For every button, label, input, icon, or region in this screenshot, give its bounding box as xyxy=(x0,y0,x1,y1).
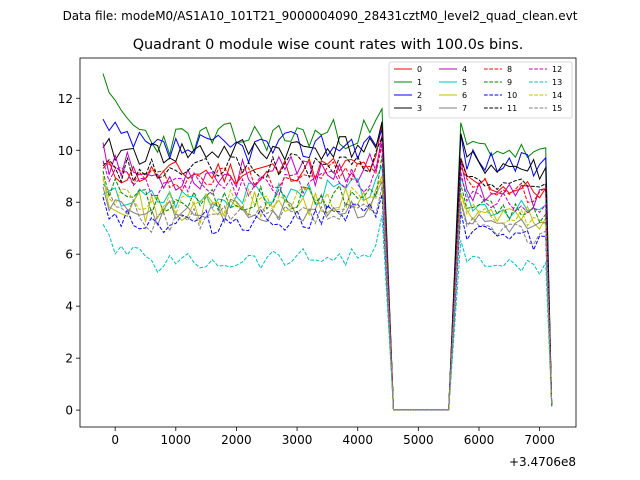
series-line-11 xyxy=(102,137,553,411)
series-line-12 xyxy=(102,142,553,411)
y-tick-label: 2 xyxy=(65,352,73,366)
series-line-3 xyxy=(102,121,553,411)
y-axis: 0 2 4 6 8 10 12 xyxy=(58,92,80,418)
series-line-15 xyxy=(102,183,553,411)
y-tick-label: 10 xyxy=(58,144,73,158)
legend-label-13: 13 xyxy=(552,78,562,87)
figure-suptitle: Data file: modeM0/AS1A10_101T21_90000040… xyxy=(63,9,578,23)
x-tick-label: 5000 xyxy=(403,433,434,447)
legend-label-5: 5 xyxy=(462,78,467,87)
series-line-10 xyxy=(102,194,553,411)
x-tick-label: 1000 xyxy=(161,433,192,447)
x-tick-label: 3000 xyxy=(282,433,313,447)
legend-label-15: 15 xyxy=(552,104,562,113)
series-line-9 xyxy=(102,155,553,411)
chart-title: Quadrant 0 module wise count rates with … xyxy=(133,37,524,53)
x-tick-label: 4000 xyxy=(342,433,373,447)
x-tick-label: 7000 xyxy=(524,433,555,447)
y-tick-label: 6 xyxy=(65,248,73,262)
legend-label-6: 6 xyxy=(462,91,467,100)
legend-label-8: 8 xyxy=(507,65,512,74)
legend-frame xyxy=(388,61,573,119)
legend-label-14: 14 xyxy=(552,91,562,100)
series-line-7 xyxy=(102,181,553,411)
legend-label-9: 9 xyxy=(507,78,512,87)
legend-label-3: 3 xyxy=(417,104,422,113)
series-line-8 xyxy=(102,144,553,411)
y-tick-label: 8 xyxy=(65,196,73,210)
legend-label-12: 12 xyxy=(552,65,562,74)
legend-label-4: 4 xyxy=(462,65,467,74)
legend-label-11: 11 xyxy=(507,104,517,113)
legend-label-1: 1 xyxy=(417,78,422,87)
y-tick-label: 0 xyxy=(65,404,73,418)
series-line-13 xyxy=(102,215,553,411)
x-tick-label: 6000 xyxy=(464,433,495,447)
y-tick-label: 12 xyxy=(58,92,73,106)
series-layer xyxy=(102,73,553,411)
y-tick-label: 4 xyxy=(65,300,73,314)
x-axis: 0 1000 2000 3000 4000 5000 6000 7000 xyxy=(111,427,555,447)
legend-label-7: 7 xyxy=(462,104,467,113)
legend-label-2: 2 xyxy=(417,91,422,100)
series-line-2 xyxy=(102,118,553,411)
x-offset-label: +3.4706e8 xyxy=(509,455,576,469)
x-tick-label: 0 xyxy=(111,433,119,447)
legend-label-0: 0 xyxy=(417,65,422,74)
axes-frame xyxy=(79,57,577,428)
series-line-14 xyxy=(102,176,553,411)
x-tick-label: 2000 xyxy=(221,433,252,447)
series-line-1 xyxy=(102,73,553,411)
legend-label-10: 10 xyxy=(507,91,517,100)
